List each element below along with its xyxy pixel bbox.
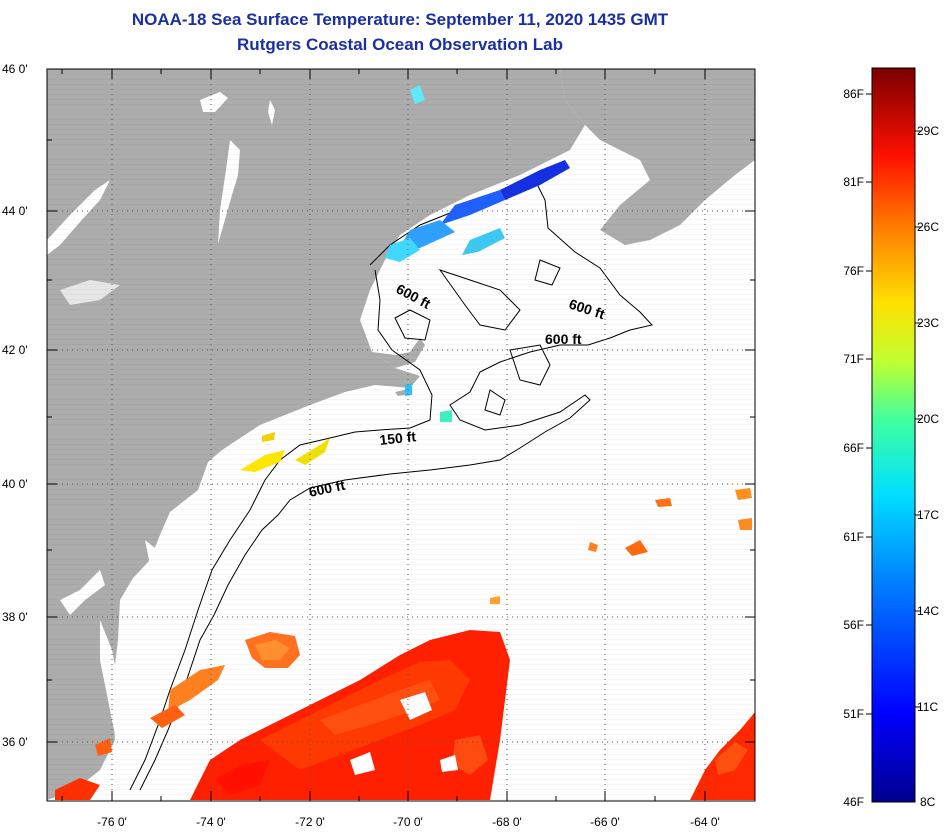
colorbar-label-56f: 56F (843, 618, 864, 632)
colorbar-label-71f: 71F (843, 352, 864, 366)
contour-600ft-shelf (139, 179, 653, 791)
map-title: NOAA-18 Sea Surface Temperature: Septemb… (131, 10, 669, 29)
lon-label-66: -66 0' (590, 815, 620, 829)
colorbar-label-8c: 8C (920, 795, 936, 809)
bathymetric-contours (129, 179, 653, 791)
colorbar-gradient (871, 67, 916, 803)
lat-label-46: 46 0' (2, 62, 28, 76)
colorbar-label-11c: 11C (917, 700, 938, 714)
colorbar-label-51f: 51F (843, 707, 864, 721)
lon-label-70: -70 0' (393, 815, 423, 829)
map-subtitle: Rutgers Coastal Ocean Observation Lab (237, 35, 563, 54)
colorbar-label-14c: 14C (917, 604, 939, 618)
colorbar-label-46f: 46F (843, 795, 864, 809)
contour-label-600ft-georges: 600 ft (545, 331, 582, 347)
colorbar-label-29c: 29C (917, 124, 939, 138)
lat-label-36: 36 0' (2, 735, 28, 749)
lon-label-64: -64 0' (690, 815, 720, 829)
colorbar-label-86f: 86F (843, 87, 864, 101)
lat-label-42: 42 0' (2, 343, 28, 357)
contour-150ft (129, 269, 433, 791)
colorbar-label-23c: 23C (917, 316, 939, 330)
lat-label-44: 44 0' (2, 204, 28, 218)
axis-ticks (47, 69, 755, 801)
graticule (47, 69, 755, 801)
colorbar-label-26c: 26C (917, 220, 939, 234)
lat-label-38: 38 0' (2, 610, 28, 624)
colorbar-label-66f: 66F (843, 441, 864, 455)
temperature-colorbar: 86F 81F 76F 71F 66F 61F 56F 51F 46F 29C … (843, 67, 939, 809)
lon-label-74: -74 0' (196, 815, 226, 829)
lat-label-40: 40 0' (2, 477, 28, 491)
map-frame (46, 68, 756, 802)
colorbar-label-61f: 61F (843, 530, 864, 544)
colorbar-label-76f: 76F (843, 264, 864, 278)
lon-label-68: -68 0' (492, 815, 522, 829)
colorbar-label-81f: 81F (843, 175, 864, 189)
contour-label-600ft-shelf: 600 ft (307, 477, 346, 500)
colorbar-label-17c: 17C (917, 508, 939, 522)
colorbar-label-20c: 20C (917, 412, 939, 426)
contour-label-150ft: 150 ft (379, 428, 417, 448)
lon-label-72: -72 0' (295, 815, 325, 829)
lon-label-76: -76 0' (97, 815, 127, 829)
